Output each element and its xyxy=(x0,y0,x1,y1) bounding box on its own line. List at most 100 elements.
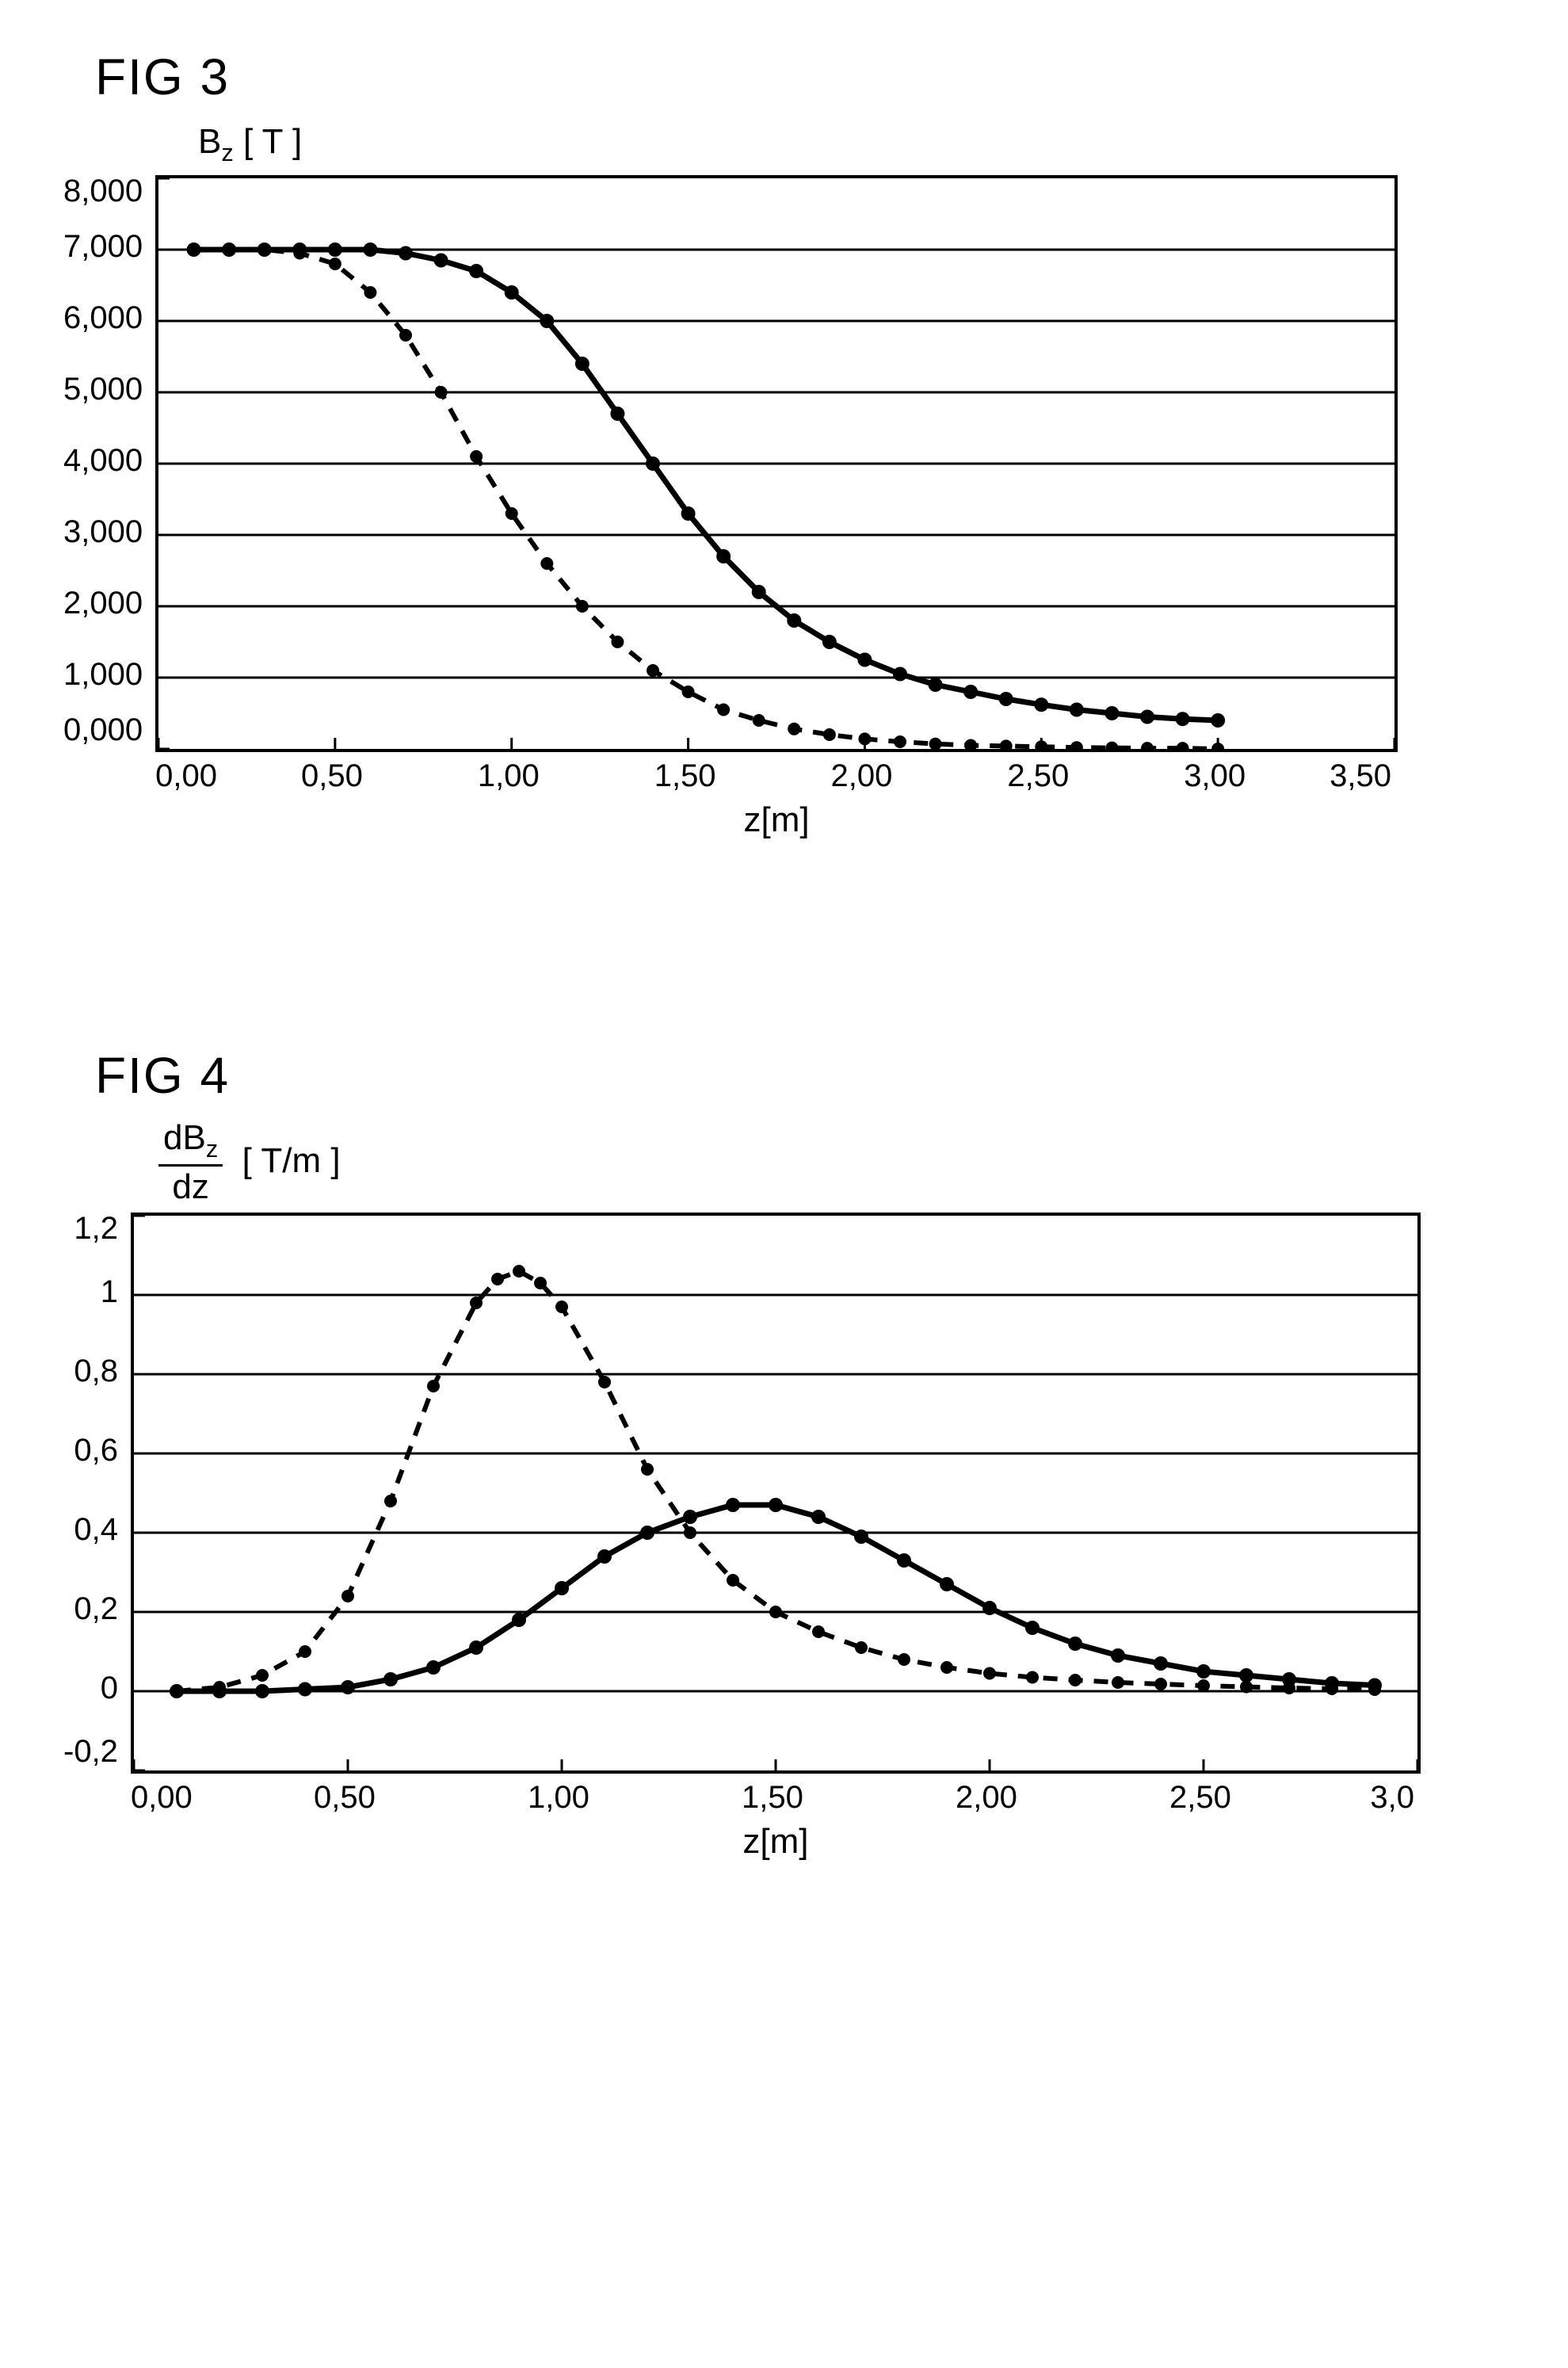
data-point xyxy=(1141,742,1154,749)
fig3-label: FIG 3 xyxy=(95,48,1505,106)
series-dashed xyxy=(194,250,1219,749)
x-tick-label: 2,50 xyxy=(950,758,1127,794)
data-point xyxy=(855,1641,868,1654)
x-tick-label: 1,50 xyxy=(666,1780,879,1816)
data-point xyxy=(426,1660,441,1675)
data-point xyxy=(576,600,589,613)
data-point xyxy=(897,1553,911,1568)
fig4-x-ticks: 0,000,501,001,502,002,503,0 xyxy=(131,1780,1414,1816)
y-tick-label: -0,2 xyxy=(63,1728,118,1767)
y-tick-label: 6,000 xyxy=(63,282,143,353)
data-point xyxy=(963,685,978,699)
data-point xyxy=(170,1684,184,1698)
data-point xyxy=(646,456,660,471)
data-point xyxy=(681,506,696,521)
data-point xyxy=(854,1530,868,1544)
data-point xyxy=(640,1526,654,1540)
y-tick-label: 1,000 xyxy=(63,639,143,710)
data-point xyxy=(812,1625,825,1638)
y-tick-label: 0,2 xyxy=(74,1569,118,1648)
data-point xyxy=(1112,1676,1124,1689)
data-point xyxy=(555,1581,569,1595)
data-point xyxy=(611,407,625,421)
data-point xyxy=(575,357,589,371)
y-tick-label: 0 xyxy=(101,1648,118,1728)
data-point xyxy=(505,285,519,300)
data-point xyxy=(716,549,731,563)
data-point xyxy=(1282,1672,1296,1686)
y-tick-label: 1,2 xyxy=(74,1213,118,1252)
data-point xyxy=(299,1645,311,1658)
data-point xyxy=(512,1613,526,1627)
data-point xyxy=(1211,743,1224,749)
x-tick-label: 2,00 xyxy=(773,758,950,794)
data-point xyxy=(1325,1676,1339,1690)
data-point xyxy=(1026,1671,1039,1684)
x-tick-label: 0,00 xyxy=(155,758,243,794)
data-point xyxy=(893,666,907,681)
y-tick-label: 7,000 xyxy=(63,211,143,282)
data-point xyxy=(823,728,836,741)
data-point xyxy=(513,1265,525,1278)
data-point xyxy=(1239,1668,1253,1682)
data-point xyxy=(717,703,730,716)
data-point xyxy=(598,1376,611,1388)
data-point xyxy=(540,314,554,328)
data-point xyxy=(341,1680,355,1694)
fig4-y-ticks: 1,210,80,60,40,20-0,2 xyxy=(63,1213,131,1767)
data-point xyxy=(1368,1679,1382,1693)
x-tick-label: 3,50 xyxy=(1303,758,1391,794)
data-point xyxy=(328,243,342,257)
x-tick-label: 1,00 xyxy=(420,758,597,794)
fig4-y-axis-label: dBzdz [ T/m ] xyxy=(158,1121,1505,1205)
data-point xyxy=(491,1273,504,1285)
series-dashed xyxy=(177,1271,1375,1691)
data-point xyxy=(540,557,553,570)
x-tick-label: 3,0 xyxy=(1307,1780,1414,1816)
data-point xyxy=(427,1380,440,1392)
chart-svg xyxy=(158,178,1394,749)
fig3-x-ticks: 0,000,501,001,502,002,503,003,50 xyxy=(155,758,1391,794)
data-point xyxy=(1025,1621,1040,1635)
data-point xyxy=(1177,742,1189,749)
data-point xyxy=(256,1669,269,1682)
data-point xyxy=(470,1297,483,1309)
fig4-plot-area xyxy=(131,1213,1421,1774)
data-point xyxy=(964,739,977,749)
data-point xyxy=(929,737,942,748)
fig3-x-axis-label: z[m] xyxy=(155,800,1398,840)
data-point xyxy=(999,692,1013,706)
data-point xyxy=(982,1601,997,1615)
data-point xyxy=(364,243,378,257)
data-point xyxy=(1140,709,1154,724)
chart-svg xyxy=(134,1216,1417,1770)
data-point xyxy=(753,714,765,727)
data-point xyxy=(469,264,483,278)
y-tick-label: 8,000 xyxy=(63,175,143,211)
data-point xyxy=(1154,1678,1167,1690)
x-tick-label: 2,00 xyxy=(879,1780,1093,1816)
figure-3: FIG 3 Bz [ T ] 8,0007,0006,0005,0004,000… xyxy=(63,48,1505,840)
data-point xyxy=(787,613,801,628)
y-tick-label: 5,000 xyxy=(63,353,143,425)
data-point xyxy=(364,286,377,299)
data-point xyxy=(384,1495,397,1507)
x-tick-label: 2,50 xyxy=(1093,1780,1307,1816)
data-point xyxy=(811,1510,826,1524)
data-point xyxy=(788,723,800,735)
data-point xyxy=(726,1498,740,1512)
fig4-x-axis-label: z[m] xyxy=(131,1822,1421,1862)
data-point xyxy=(1197,1679,1210,1692)
x-tick-label: 1,50 xyxy=(597,758,773,794)
data-point xyxy=(1106,741,1119,748)
data-point xyxy=(769,1498,783,1512)
data-point xyxy=(1211,713,1225,728)
y-tick-label: 0,000 xyxy=(63,710,143,746)
data-point xyxy=(1070,741,1083,749)
data-point xyxy=(894,735,906,748)
data-point xyxy=(858,652,872,666)
y-tick-label: 0,6 xyxy=(74,1411,118,1490)
data-point xyxy=(1035,740,1047,749)
fig3-plot-area xyxy=(155,175,1398,752)
data-point xyxy=(383,1672,398,1686)
